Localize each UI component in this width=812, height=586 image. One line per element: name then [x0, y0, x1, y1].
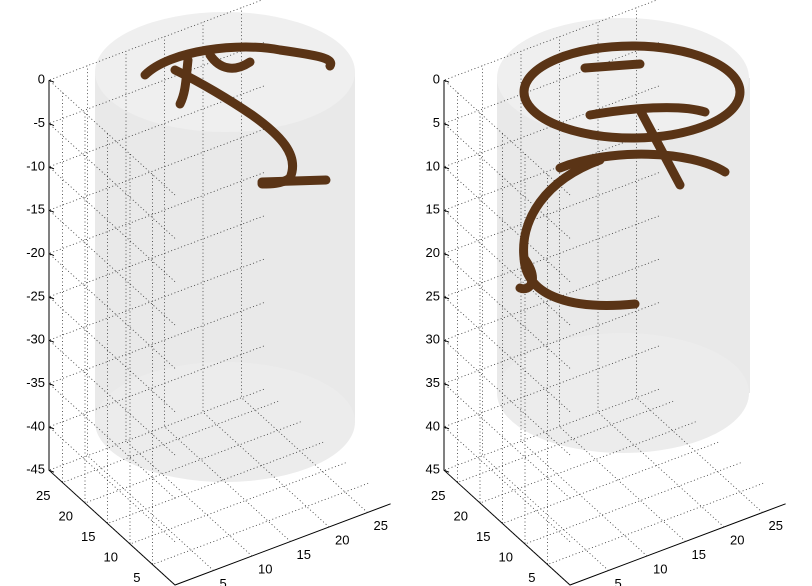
x-tick-label: 25: [374, 518, 388, 533]
tick-mark: [49, 80, 54, 82]
z-tick-label: -20: [26, 245, 45, 260]
z-tick-label: 0: [433, 72, 440, 87]
tick-mark: [444, 80, 449, 82]
root: [262, 180, 326, 182]
tick-mark: [49, 297, 54, 299]
tick-mark: [444, 254, 449, 256]
tick-mark: [444, 340, 449, 342]
z-tick-label: -45: [26, 462, 45, 477]
x-tick-label: 25: [769, 518, 783, 533]
x-tick-label: 5: [615, 576, 622, 586]
z-tick-label: -5: [33, 115, 45, 130]
y-tick-label: 20: [59, 508, 73, 523]
x-tick-label: 20: [730, 532, 744, 547]
z-tick-label: 30: [426, 332, 440, 347]
y-tick-label: 15: [476, 529, 490, 544]
cylinder-bottom: [95, 362, 355, 482]
z-tick-label: 20: [426, 245, 440, 260]
z-tick-label: 40: [426, 418, 440, 433]
y-tick-label: 5: [133, 570, 140, 585]
x-tick-label: 10: [653, 561, 667, 576]
y-tick-label: 25: [431, 488, 445, 503]
z-tick-label: 0: [38, 72, 45, 87]
tick-mark: [49, 210, 54, 212]
tick-mark: [49, 167, 54, 169]
z-tick-label: 5: [433, 115, 440, 130]
tick-mark: [49, 427, 54, 429]
tick-mark: [444, 427, 449, 429]
x-tick-label: 5: [220, 576, 227, 586]
x-tick-label: 15: [297, 547, 311, 562]
y-tick-label: 5: [528, 570, 535, 585]
z-tick-label: 25: [426, 288, 440, 303]
y-tick-label: 15: [81, 529, 95, 544]
tick-mark: [49, 254, 54, 256]
y-tick-label: 25: [36, 488, 50, 503]
tick-mark: [49, 124, 54, 126]
z-tick-label: 10: [426, 158, 440, 173]
tick-mark: [49, 340, 54, 342]
z-tick-label: -25: [26, 288, 45, 303]
z-tick-label: -35: [26, 375, 45, 390]
y-tick-label: 10: [104, 549, 118, 564]
z-tick-label: -40: [26, 418, 45, 433]
z-tick-label: -10: [26, 158, 45, 173]
tick-mark: [444, 297, 449, 299]
x-tick-label: 10: [258, 561, 272, 576]
z-tick-label: -15: [26, 202, 45, 217]
cylinder-top: [95, 12, 355, 132]
figure: -45 -40 -35 -30 -25 -20 -15 -10 -5 0 5 10 15 20 25 5 10 1…: [0, 0, 812, 586]
tick-mark: [444, 124, 449, 126]
tick-mark: [49, 384, 54, 386]
root: [585, 64, 640, 68]
z-tick-label: 45: [426, 462, 440, 477]
x-tick-label: 15: [692, 547, 706, 562]
z-tick-label: -30: [26, 332, 45, 347]
x-tick-label: 20: [335, 532, 349, 547]
z-tick-label: 15: [426, 202, 440, 217]
y-tick-label: 20: [454, 508, 468, 523]
z-tick-label: 35: [426, 375, 440, 390]
y-tick-label: 10: [499, 549, 513, 564]
tick-mark: [444, 384, 449, 386]
tick-mark: [444, 167, 449, 169]
tick-mark: [444, 210, 449, 212]
